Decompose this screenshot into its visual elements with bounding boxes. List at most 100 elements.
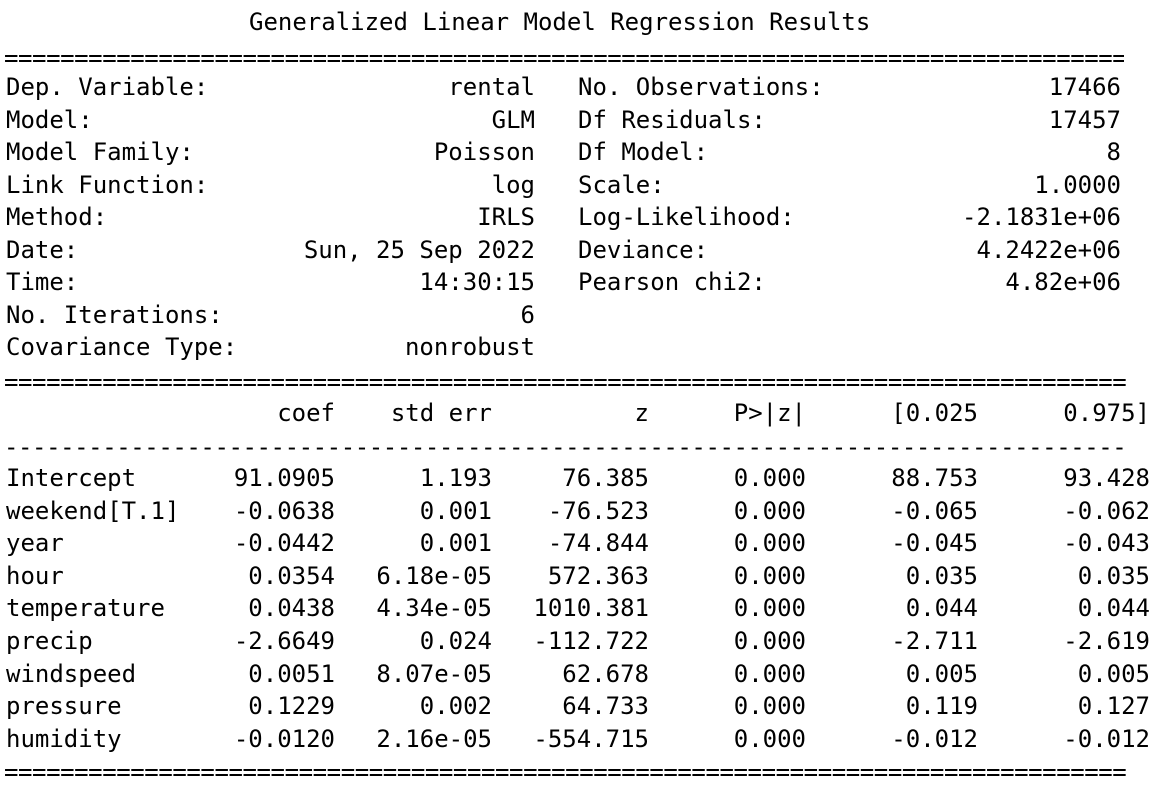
table-cell: -554.715	[533, 724, 649, 753]
column-header: std err	[390, 399, 492, 427]
table-cell: 0.000	[733, 724, 806, 753]
table-cell: 0.0051	[248, 659, 335, 688]
table-cell: 0.000	[733, 529, 806, 558]
table-cell: 93.428	[1063, 464, 1150, 492]
table-cell: 91.0905	[233, 464, 335, 492]
table-cell: -0.043	[1063, 529, 1150, 558]
table-cell: 0.005	[905, 659, 978, 688]
table-cell: 0.024	[419, 627, 492, 655]
info-label: Df Residuals:	[578, 105, 766, 134]
info-label: Deviance:	[578, 235, 709, 264]
variable-name: hour	[6, 561, 64, 590]
info-value: Sun, 25 Sep 2022	[303, 235, 535, 264]
info-value: log	[491, 170, 535, 199]
info-label: Pearson chi2:	[578, 268, 766, 296]
table-cell: -2.711	[891, 627, 978, 655]
table-cell: -74.844	[547, 529, 649, 558]
info-label: Dep. Variable:	[6, 73, 209, 101]
column-header: 0.975]	[1063, 399, 1150, 427]
column-header: z	[634, 399, 649, 427]
variable-name: temperature	[6, 594, 165, 623]
info-label: Method:	[6, 203, 108, 231]
info-label: Time:	[6, 268, 79, 296]
table-cell: -0.012	[1063, 724, 1150, 753]
table-cell: 88.753	[891, 464, 978, 492]
info-label: Date:	[6, 235, 79, 264]
column-header: [0.025	[891, 399, 978, 427]
variable-name: weekend[T.1]	[6, 496, 180, 525]
table-cell: 0.000	[733, 627, 806, 655]
table-cell: 0.000	[733, 659, 806, 688]
table-cell: 8.07e-05	[376, 659, 492, 688]
info-value: 1.0000	[1034, 170, 1121, 199]
table-cell: 62.678	[562, 659, 649, 688]
double-rule-middle: ========================================…	[4, 368, 1127, 396]
table-cell: 64.733	[562, 692, 649, 721]
variable-name: precip	[6, 627, 93, 655]
info-label: No. Observations:	[578, 73, 824, 101]
table-cell: 572.363	[547, 561, 649, 590]
table-cell: -0.0120	[233, 724, 335, 753]
variable-name: pressure	[6, 692, 122, 721]
variable-name: humidity	[6, 724, 122, 753]
variable-name: windspeed	[6, 659, 137, 688]
table-cell: 0.044	[1077, 594, 1150, 623]
info-value: 17466	[1048, 73, 1121, 101]
info-value: IRLS	[477, 203, 535, 231]
table-cell: 0.035	[905, 561, 978, 590]
table-cell: 0.035	[1077, 561, 1150, 590]
info-value: 8	[1106, 138, 1121, 166]
table-cell: 0.000	[733, 496, 806, 525]
variable-name: Intercept	[6, 464, 137, 492]
info-value: 17457	[1048, 105, 1121, 134]
table-cell: -76.523	[547, 496, 649, 525]
table-cell: -2.619	[1063, 627, 1150, 655]
table-cell: 0.0438	[248, 594, 335, 623]
table-cell: 0.1229	[248, 692, 335, 721]
info-value: 4.82e+06	[1005, 268, 1121, 296]
table-cell: -2.6649	[233, 627, 335, 655]
table-cell: -0.065	[891, 496, 978, 525]
info-label: No. Iterations:	[6, 300, 223, 329]
info-value: 14:30:15	[419, 268, 535, 296]
table-cell: 0.001	[419, 496, 492, 525]
table-cell: -0.062	[1063, 496, 1150, 525]
table-cell: 0.000	[733, 464, 806, 492]
variable-name: year	[6, 529, 64, 558]
table-cell: 76.385	[562, 464, 649, 492]
table-cell: 4.34e-05	[376, 594, 492, 623]
column-header: coef	[277, 399, 335, 427]
info-label: Df Model:	[578, 138, 709, 166]
info-value: 4.2422e+06	[976, 235, 1122, 264]
table-cell: -112.722	[533, 627, 649, 655]
single-rule: ----------------------------------------…	[4, 433, 1127, 461]
table-cell: 2.16e-05	[376, 724, 492, 753]
table-cell: 0.000	[733, 561, 806, 590]
double-rule-bottom: ========================================…	[4, 758, 1127, 786]
double-rule-top: ========================================…	[4, 44, 1124, 72]
table-cell: -0.0638	[233, 496, 335, 525]
table-cell: 0.002	[419, 692, 492, 721]
info-value: -2.1831e+06	[962, 203, 1121, 231]
table-cell: 1010.381	[533, 594, 649, 623]
table-cell: 6.18e-05	[376, 561, 492, 590]
info-label: Scale:	[578, 170, 665, 199]
column-header: P>|z|	[733, 399, 806, 427]
table-cell: 0.119	[905, 692, 978, 721]
info-value: rental	[448, 73, 535, 101]
table-cell: 0.044	[905, 594, 978, 623]
table-cell: 1.193	[419, 464, 492, 492]
info-value: nonrobust	[404, 333, 535, 361]
info-value: Poisson	[433, 138, 535, 166]
table-cell: 0.005	[1077, 659, 1150, 688]
table-cell: 0.127	[1077, 692, 1150, 721]
info-label: Model:	[6, 105, 93, 134]
summary-title: Generalized Linear Model Regression Resu…	[249, 8, 871, 36]
info-label: Link Function:	[6, 170, 209, 199]
info-label: Model Family:	[6, 138, 194, 166]
info-value: GLM	[491, 105, 535, 134]
table-cell: -0.012	[891, 724, 978, 753]
table-cell: 0.001	[419, 529, 492, 558]
table-cell: -0.045	[891, 529, 978, 558]
